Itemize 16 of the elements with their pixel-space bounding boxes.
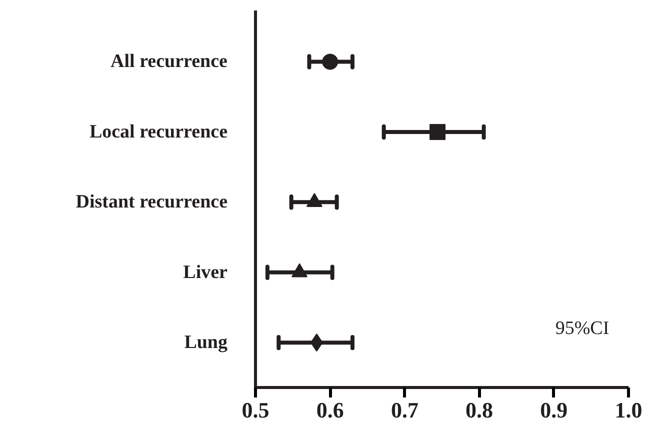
y-tick-label: Lung	[184, 332, 228, 354]
x-tick-label: 0.5	[242, 398, 270, 422]
x-tick-label: 1.0	[614, 398, 642, 422]
x-tick-label: 0.9	[540, 398, 568, 422]
x-tick-label: 0.6	[316, 398, 344, 422]
y-tick-label: Liver	[183, 262, 228, 283]
point	[430, 124, 446, 140]
y-tick-label: All recurrence	[110, 51, 228, 72]
annotation: 95%CI	[555, 318, 610, 340]
y-tick-label: Distant recurrence	[76, 192, 228, 213]
point	[322, 54, 338, 70]
x-tick-label: 0.8	[466, 398, 494, 422]
y-tick-label: Local recurrence	[89, 121, 228, 142]
point	[306, 193, 322, 207]
x-tick-label: 0.7	[390, 398, 418, 422]
point	[292, 263, 308, 278]
